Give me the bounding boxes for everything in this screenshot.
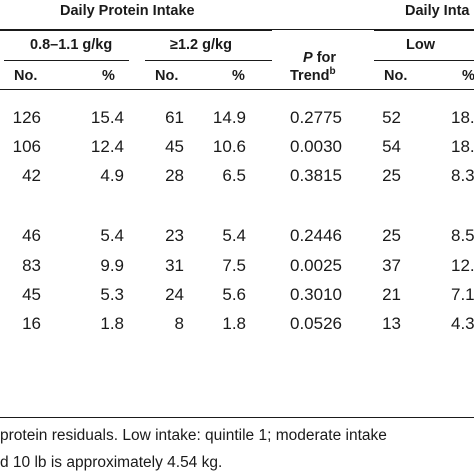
trend-header: Trendb — [290, 66, 336, 84]
cell-no-2: 61 — [165, 108, 184, 127]
cell-no-3: 25 — [382, 226, 401, 245]
cell-no-1: 126 — [12, 108, 41, 127]
cell-no-1: 83 — [22, 256, 41, 275]
cell-pct-3: 18.6 — [451, 108, 474, 127]
footnote-line-1: protein residuals. Low intake: quintile … — [0, 427, 387, 444]
col-header-pct-2: % — [232, 68, 245, 84]
cell-p-trend: 0.0025 — [290, 256, 342, 275]
sub2-underline — [145, 60, 272, 61]
cell-pct-3: 4.3 — [451, 314, 474, 333]
cell-pct-1: 5.3 — [100, 285, 124, 304]
cell-no-2: 24 — [165, 285, 184, 304]
cell-no-3: 52 — [382, 108, 401, 127]
cell-no-3: 54 — [382, 137, 401, 156]
cell-pct-3: 7.1 — [451, 285, 474, 304]
cell-pct-1: 9.9 — [100, 256, 124, 275]
cell-no-1: 46 — [22, 226, 41, 245]
group2-underline — [374, 30, 474, 31]
p-italic: P — [303, 50, 313, 66]
cell-pct-1: 5.4 — [100, 226, 124, 245]
cell-no-1: 106 — [12, 137, 41, 156]
header-bottom-rule — [0, 89, 474, 90]
cell-p-trend: 0.2775 — [290, 108, 342, 127]
p-for-text: for — [312, 50, 337, 66]
trend-text: Trend — [290, 67, 330, 84]
cell-no-2: 28 — [165, 166, 184, 185]
subheader-ge-1-2: ≥1.2 g/kg — [170, 37, 232, 53]
cell-pct-2: 5.6 — [222, 285, 246, 304]
cell-pct-2: 10.6 — [212, 137, 246, 156]
cell-pct-3: 8.5 — [451, 226, 474, 245]
group-header-daily-intake-truncated: Daily Inta — [405, 3, 470, 19]
subheader-0-8-1-1: 0.8–1.1 g/kg — [30, 37, 113, 53]
cell-no-3: 13 — [382, 314, 401, 333]
sub3-underline — [374, 60, 474, 61]
cell-pct-1: 4.9 — [100, 166, 124, 185]
top-rule — [0, 29, 474, 30]
cell-no-1: 42 — [22, 166, 41, 185]
col-header-pct-3: % — [462, 68, 474, 84]
cell-no-2: 23 — [165, 226, 184, 245]
cell-p-trend: 0.2446 — [290, 226, 342, 245]
group1-underline — [0, 30, 272, 31]
cell-pct-2: 1.8 — [222, 314, 246, 333]
sub1-underline — [4, 60, 129, 61]
cell-no-2: 8 — [174, 314, 184, 333]
cell-p-trend: 0.3010 — [290, 285, 342, 304]
cell-no-3: 21 — [382, 285, 401, 304]
cell-p-trend: 0.0030 — [290, 137, 342, 156]
cell-pct-3: 12.9 — [451, 256, 474, 275]
cell-no-3: 25 — [382, 166, 401, 185]
cell-pct-1: 15.4 — [90, 108, 124, 127]
p-for-header: P for — [303, 50, 336, 66]
footnote-line-2: d 10 lb is approximately 4.54 kg. — [0, 454, 223, 471]
cell-pct-3: 8.3 — [451, 166, 474, 185]
cell-pct-1: 12.4 — [90, 137, 124, 156]
cell-pct-2: 6.5 — [222, 166, 246, 185]
col-header-no-3: No. — [384, 68, 408, 84]
col-header-pct-1: % — [102, 68, 115, 84]
table-bottom-rule — [0, 417, 474, 418]
cell-pct-3: 18.6 — [451, 137, 474, 156]
col-header-no-2: No. — [155, 68, 179, 84]
cell-p-trend: 0.0526 — [290, 314, 342, 333]
cell-no-2: 45 — [165, 137, 184, 156]
cell-pct-2: 14.9 — [212, 108, 246, 127]
cell-no-2: 31 — [165, 256, 184, 275]
subheader-low: Low — [406, 37, 435, 53]
trend-superscript: b — [329, 66, 336, 77]
group-header-daily-protein-intake: Daily Protein Intake — [60, 3, 195, 19]
col-header-no-1: No. — [14, 68, 38, 84]
cell-pct-2: 5.4 — [222, 226, 246, 245]
cell-p-trend: 0.3815 — [290, 166, 342, 185]
cell-no-3: 37 — [382, 256, 401, 275]
cell-pct-1: 1.8 — [100, 314, 124, 333]
cell-no-1: 16 — [22, 314, 41, 333]
cell-no-1: 45 — [22, 285, 41, 304]
cell-pct-2: 7.5 — [222, 256, 246, 275]
